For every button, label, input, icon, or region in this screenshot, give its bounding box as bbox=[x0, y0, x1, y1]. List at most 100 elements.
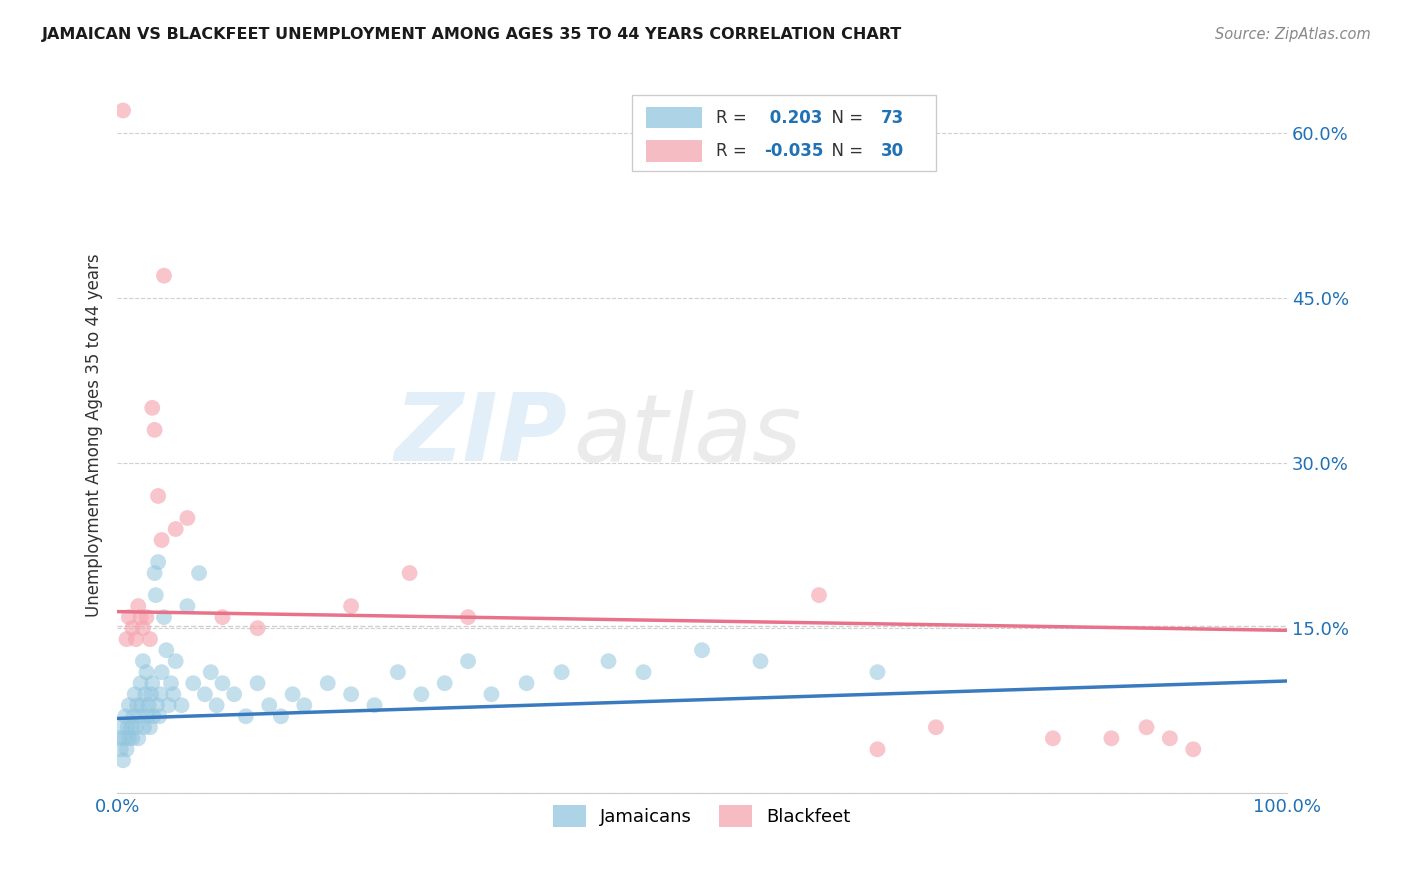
Point bbox=[149, 687, 172, 701]
Point bbox=[690, 643, 713, 657]
Point bbox=[749, 654, 772, 668]
FancyBboxPatch shape bbox=[645, 140, 702, 162]
Point bbox=[200, 665, 222, 680]
Point bbox=[136, 709, 159, 723]
Point bbox=[176, 511, 198, 525]
Point bbox=[411, 687, 433, 701]
Point bbox=[153, 268, 176, 283]
Point bbox=[211, 676, 233, 690]
Point bbox=[120, 720, 142, 734]
Point bbox=[598, 654, 620, 668]
Point bbox=[633, 665, 655, 680]
Point bbox=[181, 676, 204, 690]
Point bbox=[925, 720, 948, 734]
Point bbox=[205, 698, 228, 713]
Point bbox=[124, 687, 146, 701]
Point bbox=[1042, 731, 1064, 746]
Point bbox=[115, 742, 138, 756]
Point bbox=[112, 731, 135, 746]
Text: atlas: atlas bbox=[574, 390, 801, 481]
Point bbox=[134, 687, 156, 701]
Text: JAMAICAN VS BLACKFEET UNEMPLOYMENT AMONG AGES 35 TO 44 YEARS CORRELATION CHART: JAMAICAN VS BLACKFEET UNEMPLOYMENT AMONG… bbox=[42, 27, 903, 42]
Point bbox=[165, 654, 187, 668]
Point bbox=[176, 599, 198, 613]
Point bbox=[138, 698, 160, 713]
Text: ZIP: ZIP bbox=[395, 390, 568, 482]
Point bbox=[866, 665, 889, 680]
Point bbox=[108, 731, 131, 746]
Text: N =: N = bbox=[821, 142, 869, 161]
Point bbox=[516, 676, 538, 690]
Point bbox=[235, 709, 257, 723]
Point bbox=[141, 676, 163, 690]
Point bbox=[246, 621, 269, 635]
Point bbox=[150, 533, 173, 547]
Point bbox=[129, 676, 152, 690]
Point bbox=[165, 522, 187, 536]
FancyBboxPatch shape bbox=[645, 107, 702, 128]
Point bbox=[387, 665, 409, 680]
Point bbox=[1182, 742, 1205, 756]
Point bbox=[160, 676, 183, 690]
Point bbox=[481, 687, 503, 701]
Point bbox=[121, 731, 143, 746]
Point bbox=[194, 687, 217, 701]
Point bbox=[139, 687, 162, 701]
Point bbox=[1159, 731, 1181, 746]
Text: R =: R = bbox=[716, 142, 752, 161]
Point bbox=[125, 632, 148, 647]
FancyBboxPatch shape bbox=[631, 95, 936, 170]
Point bbox=[132, 654, 155, 668]
Point bbox=[128, 709, 150, 723]
Point bbox=[132, 621, 155, 635]
Point bbox=[340, 687, 363, 701]
Point bbox=[146, 555, 169, 569]
Point bbox=[132, 720, 155, 734]
Y-axis label: Unemployment Among Ages 35 to 44 years: Unemployment Among Ages 35 to 44 years bbox=[86, 253, 103, 617]
Point bbox=[121, 621, 143, 635]
Point bbox=[127, 599, 149, 613]
Point bbox=[188, 566, 211, 580]
Point bbox=[157, 698, 180, 713]
Point bbox=[866, 742, 889, 756]
Point bbox=[145, 588, 167, 602]
Point bbox=[142, 709, 165, 723]
Point bbox=[316, 676, 339, 690]
Point bbox=[457, 610, 479, 624]
Point bbox=[135, 610, 157, 624]
Point bbox=[146, 489, 169, 503]
Point bbox=[127, 731, 149, 746]
Point bbox=[1135, 720, 1157, 734]
Point bbox=[457, 654, 479, 668]
Text: 73: 73 bbox=[882, 109, 904, 127]
Point bbox=[340, 599, 363, 613]
Point bbox=[143, 423, 166, 437]
Point bbox=[807, 588, 830, 602]
Text: N =: N = bbox=[821, 109, 869, 127]
Point bbox=[281, 687, 304, 701]
Point bbox=[129, 610, 152, 624]
Legend: Jamaicans, Blackfeet: Jamaicans, Blackfeet bbox=[547, 798, 858, 834]
Text: -0.035: -0.035 bbox=[763, 142, 824, 161]
Point bbox=[139, 720, 162, 734]
Point bbox=[131, 698, 153, 713]
Point bbox=[363, 698, 385, 713]
Point bbox=[115, 632, 138, 647]
Text: R =: R = bbox=[716, 109, 752, 127]
Point bbox=[135, 665, 157, 680]
Point bbox=[125, 698, 148, 713]
Point bbox=[550, 665, 572, 680]
Text: 30: 30 bbox=[882, 142, 904, 161]
Point bbox=[117, 720, 139, 734]
Point bbox=[118, 698, 141, 713]
Point bbox=[162, 687, 184, 701]
Point bbox=[139, 632, 162, 647]
Point bbox=[122, 709, 145, 723]
Point bbox=[150, 665, 173, 680]
Point bbox=[114, 709, 136, 723]
Point bbox=[270, 709, 292, 723]
Point bbox=[398, 566, 420, 580]
Point bbox=[112, 103, 135, 118]
Point bbox=[155, 643, 177, 657]
Point bbox=[125, 720, 148, 734]
